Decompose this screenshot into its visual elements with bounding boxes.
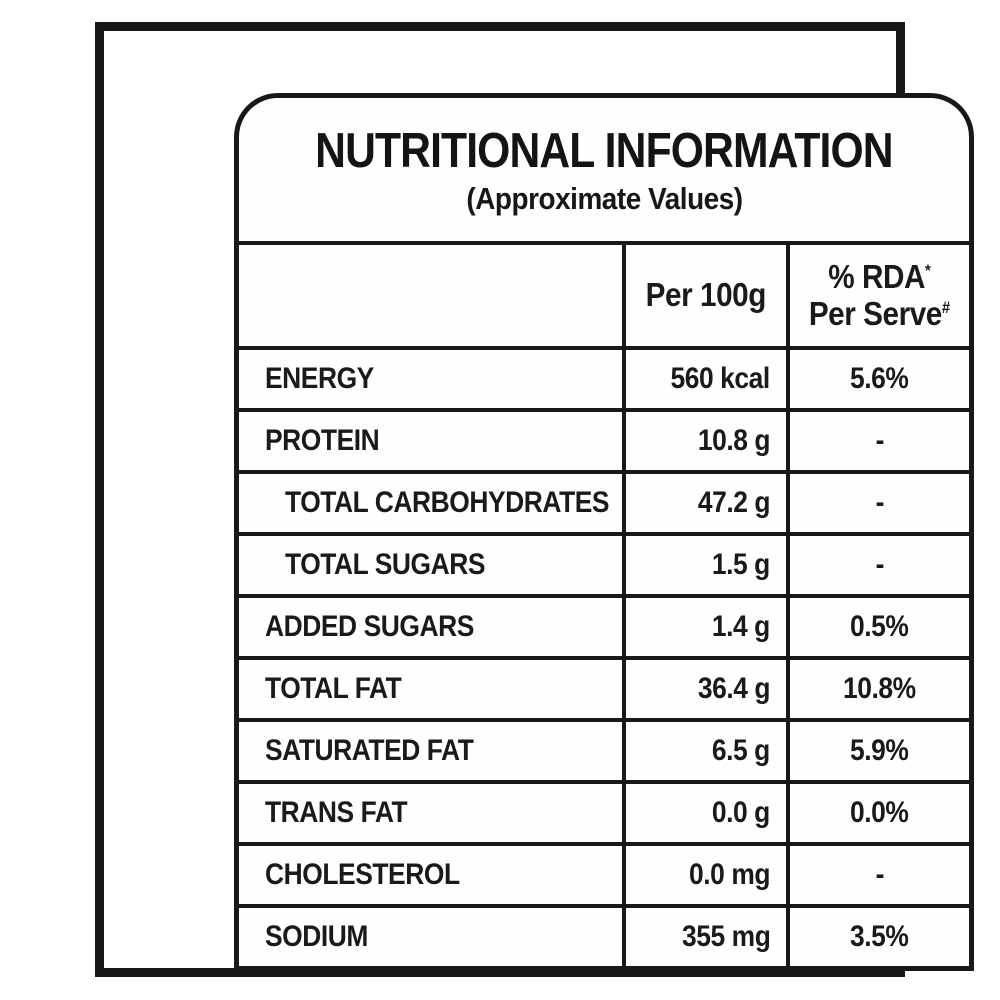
- rda-value: -: [786, 470, 969, 532]
- per-100g-header-text: Per 100g: [645, 276, 767, 314]
- rda-footnote-marker: *: [925, 261, 931, 280]
- row-label: TOTAL FAT: [239, 656, 622, 718]
- page-title: NUTRITIONAL INFORMATION: [315, 123, 893, 178]
- rda-value: 0.5%: [786, 594, 969, 656]
- col-header-nutrient: [239, 241, 622, 346]
- rda-value: 0.0%: [786, 780, 969, 842]
- per-100g-value: 355 mg: [622, 904, 786, 966]
- rda-value: -: [786, 408, 969, 470]
- per-100g-value: 0.0 mg: [622, 842, 786, 904]
- row-label: SATURATED FAT: [239, 718, 622, 780]
- rda-value: 5.6%: [786, 346, 969, 408]
- row-label: ENERGY: [239, 346, 622, 408]
- nutrition-table: Per 100g % RDA* Per Serve# ENERGY 560 kc…: [239, 241, 969, 966]
- per-100g-value: 1.5 g: [622, 532, 786, 594]
- per-100g-value: 6.5 g: [622, 718, 786, 780]
- row-label: TOTAL SUGARS: [239, 532, 622, 594]
- rda-value: 3.5%: [786, 904, 969, 966]
- rda-value: 10.8%: [786, 656, 969, 718]
- row-label: PROTEIN: [239, 408, 622, 470]
- row-label: CHOLESTEROL: [239, 842, 622, 904]
- row-label: TRANS FAT: [239, 780, 622, 842]
- rda-header-line1: % RDA*: [828, 257, 931, 295]
- col-header-rda-per-serve: % RDA* Per Serve#: [786, 241, 969, 346]
- col-header-per-100g: Per 100g: [622, 241, 786, 346]
- rda-value: 5.9%: [786, 718, 969, 780]
- per-100g-value: 1.4 g: [622, 594, 786, 656]
- rda-value: -: [786, 532, 969, 594]
- per-100g-value: 36.4 g: [622, 656, 786, 718]
- per-100g-value: 10.8 g: [622, 408, 786, 470]
- per-100g-value: 47.2 g: [622, 470, 786, 532]
- row-label: ADDED SUGARS: [239, 594, 622, 656]
- serve-footnote-marker: #: [942, 298, 950, 317]
- row-label: SODIUM: [239, 904, 622, 966]
- per-100g-value: 560 kcal: [622, 346, 786, 408]
- subtitle: (Approximate Values): [465, 180, 743, 216]
- title-area: NUTRITIONAL INFORMATION (Approximate Val…: [239, 98, 969, 241]
- nutrition-panel: NUTRITIONAL INFORMATION (Approximate Val…: [234, 93, 974, 971]
- outer-frame: NUTRITIONAL INFORMATION (Approximate Val…: [95, 22, 974, 977]
- row-label: TOTAL CARBOHYDRATES: [239, 470, 622, 532]
- rda-value: -: [786, 842, 969, 904]
- rda-header-line2: Per Serve#: [809, 294, 950, 332]
- per-100g-value: 0.0 g: [622, 780, 786, 842]
